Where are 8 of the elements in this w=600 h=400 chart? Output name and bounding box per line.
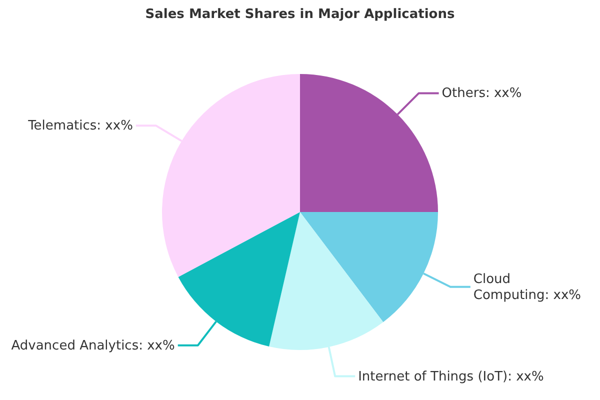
pie-slice [178, 212, 300, 346]
slice-label: Cloud Computing: xx% [473, 272, 582, 303]
slice-label: Telematics: xx% [27, 118, 133, 134]
slice-label: Advanced Analytics: xx% [11, 338, 175, 354]
slice-label: Internet of Things (IoT): xx% [358, 369, 544, 384]
slice-label: Others: xx% [442, 86, 522, 102]
pie-slice [300, 74, 438, 212]
chart-title: Sales Market Shares in Major Applications [145, 7, 455, 22]
